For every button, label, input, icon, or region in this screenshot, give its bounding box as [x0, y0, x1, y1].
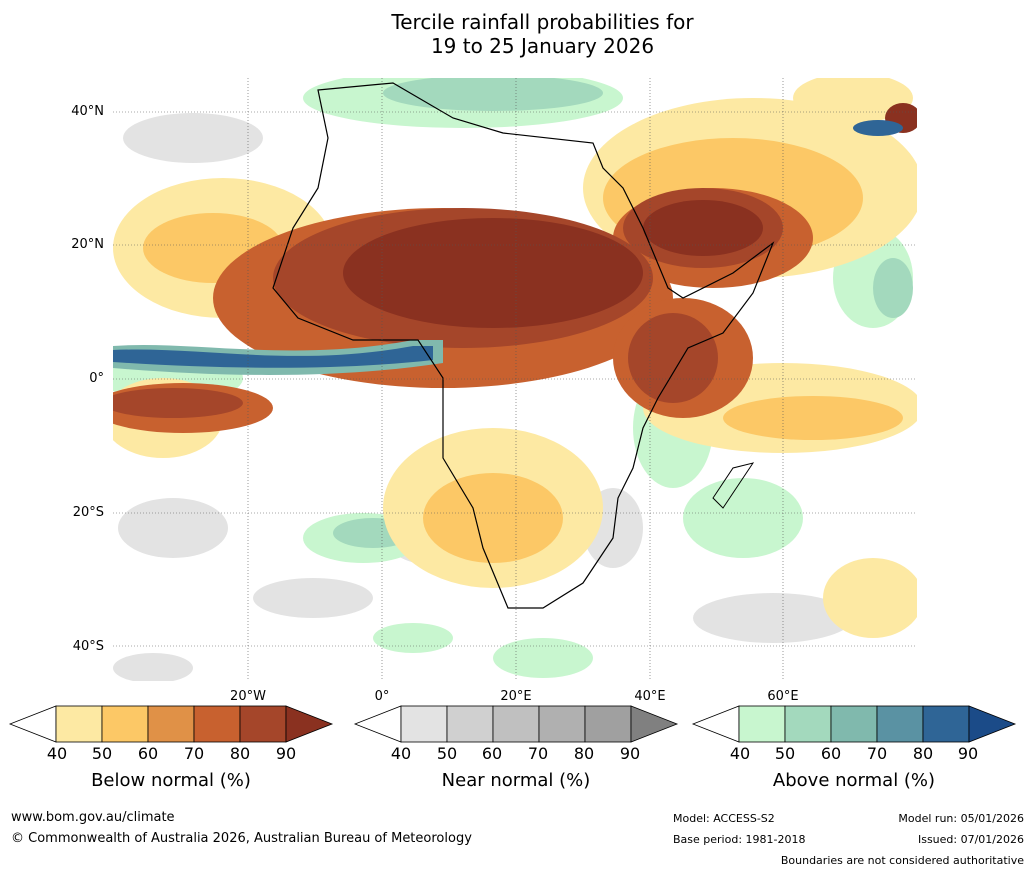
colorbar-near-normal [353, 705, 679, 743]
colorbar-segment [584, 705, 632, 743]
below-tick-70: 70 [183, 744, 205, 763]
colorbar-segment [101, 705, 149, 743]
near-normal-label: Near normal (%) [441, 770, 591, 791]
colorbar-below-graphic [8, 705, 334, 743]
near-tick-80: 80 [573, 744, 595, 763]
footer-base-period: Base period: 1981-2018 [673, 833, 806, 846]
colorbar-segment [492, 705, 540, 743]
near-tick-60: 60 [481, 744, 503, 763]
colorbar-segment [400, 705, 448, 743]
colorbar-segment [830, 705, 878, 743]
lat-label-20s: 20°S [72, 505, 104, 520]
map-graphic [113, 78, 917, 681]
coastline [272, 82, 775, 609]
lat-label-0: 0° [89, 371, 104, 386]
colorbar-near-graphic [353, 705, 679, 743]
near-tick-50: 50 [436, 744, 458, 763]
colorbar-segment [738, 705, 786, 743]
footer-disclaimer: Boundaries are not considered authoritat… [780, 854, 1024, 867]
above-tick-40: 40 [729, 744, 751, 763]
footer-model: Model: ACCESS-S2 [673, 812, 775, 825]
lat-label-40s: 40°S [72, 639, 104, 654]
colorbar-segment [285, 705, 334, 743]
colorbar-above-normal [691, 705, 1017, 743]
above-normal-atlantic-band [113, 120, 903, 375]
colorbar-segment [193, 705, 241, 743]
lon-label-0: 0° [374, 689, 390, 704]
title-line-1: Tercile rainfall probabilities for [391, 10, 694, 34]
above-normal-label: Above normal (%) [772, 770, 936, 791]
map-title: Tercile rainfall probabilities for 19 to… [0, 10, 1035, 58]
above-tick-60: 60 [820, 744, 842, 763]
colorbar-segment [876, 705, 924, 743]
colorbar-segment [446, 705, 494, 743]
below-tick-90: 90 [275, 744, 297, 763]
footer-model-run: Model run: 05/01/2026 [898, 812, 1024, 825]
below-normal-label: Below normal (%) [91, 770, 251, 791]
below-tick-80: 80 [229, 744, 251, 763]
near-tick-40: 40 [390, 744, 412, 763]
footer-url: www.bom.gov.au/climate [11, 810, 175, 825]
colorbar-segment [353, 705, 402, 743]
below-tick-60: 60 [137, 744, 159, 763]
lon-label-60e: 60°E [767, 689, 799, 704]
colorbar-segment [55, 705, 103, 743]
colorbar-segment [147, 705, 195, 743]
lat-label-40n: 40°N [71, 104, 104, 119]
graticule [113, 78, 917, 681]
colorbar-segment [968, 705, 1017, 743]
colorbar-below-normal [8, 705, 334, 743]
colorbar-segment [239, 705, 287, 743]
above-tick-50: 50 [774, 744, 796, 763]
colorbar-above-graphic [691, 705, 1017, 743]
lon-label-20w: 20°W [230, 689, 266, 704]
near-tick-90: 90 [619, 744, 641, 763]
lon-label-20e: 20°E [500, 689, 532, 704]
above-tick-70: 70 [866, 744, 888, 763]
lat-label-20n: 20°N [71, 237, 104, 252]
colorbar-segment [784, 705, 832, 743]
below-tick-40: 40 [46, 744, 68, 763]
title-line-2: 19 to 25 January 2026 [430, 34, 655, 58]
above-tick-80: 80 [912, 744, 934, 763]
colorbar-segment [691, 705, 740, 743]
lon-label-40e: 40°E [634, 689, 666, 704]
footer-copyright: © Commonwealth of Australia 2026, Austra… [11, 831, 472, 846]
above-tick-90: 90 [957, 744, 979, 763]
near-tick-70: 70 [527, 744, 549, 763]
rainfall-probability-map [113, 78, 917, 681]
colorbar-segment [538, 705, 586, 743]
colorbar-segment [630, 705, 679, 743]
below-tick-50: 50 [91, 744, 113, 763]
footer-issued: Issued: 07/01/2026 [917, 833, 1024, 846]
colorbar-segment [922, 705, 970, 743]
colorbar-segment [8, 705, 57, 743]
